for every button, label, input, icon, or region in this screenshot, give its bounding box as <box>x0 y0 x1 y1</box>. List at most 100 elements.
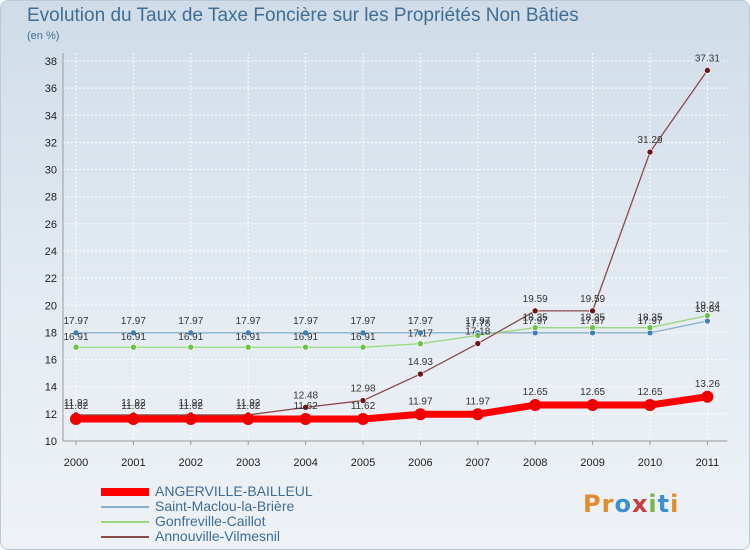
data-label-gonfreville-caillot: 16.91 <box>236 332 261 343</box>
y-axis-unit-label: (en %) <box>27 30 60 42</box>
series-line-gonfreville-caillot <box>76 314 708 348</box>
chart-title: Evolution du Taux de Taxe Foncière sur l… <box>27 5 579 26</box>
logo-letter: x <box>631 490 649 518</box>
data-label-gonfreville-caillot: 18.35 <box>523 313 548 324</box>
data-label-angerville-bailleul: 11.62 <box>121 401 146 412</box>
data-point-gonfreville-caillot <box>72 343 80 351</box>
data-point-angerville-bailleul <box>127 413 140 426</box>
x-tick-label: 2011 <box>696 457 720 469</box>
data-label-gonfreville-caillot: 16.91 <box>178 332 203 343</box>
legend-item-angerville-bailleul: ANGERVILLE-BAILLEUL <box>101 484 313 499</box>
data-point-saint-maclou-la-briere <box>302 329 309 337</box>
legend: ANGERVILLE-BAILLEUL Saint-Maclou-la-Briè… <box>101 484 313 544</box>
data-label-gonfreville-caillot: 16.91 <box>63 332 88 343</box>
data-point-saint-maclou-la-briere <box>704 317 711 325</box>
legend-label: Gonfreville-Caillot <box>155 513 266 529</box>
data-point-annouville-vilmesnil <box>589 307 596 315</box>
data-point-angerville-bailleul <box>184 413 197 426</box>
data-point-annouville-vilmesnil <box>302 404 309 411</box>
legend-label: ANGERVILLE-BAILLEUL <box>155 483 313 499</box>
data-label-gonfreville-caillot: 16.91 <box>293 332 318 343</box>
data-label-saint-maclou-la-briere: 17.97 <box>637 316 662 327</box>
legend-swatch-angerville-bailleul <box>101 487 149 496</box>
data-point-angerville-bailleul <box>529 399 542 412</box>
data-label-gonfreville-caillot: 17.17 <box>408 329 433 340</box>
data-label-angerville-bailleul: 13.26 <box>695 379 720 390</box>
data-label-angerville-bailleul: 11.62 <box>293 401 318 412</box>
data-point-angerville-bailleul <box>414 408 427 421</box>
data-label-annouville-vilmesnil: 19.59 <box>580 294 605 305</box>
legend-swatch-saint-maclou-la-briere <box>101 505 149 508</box>
data-point-angerville-bailleul <box>586 399 599 412</box>
data-point-gonfreville-caillot <box>417 340 424 347</box>
y-tick-label: 36 <box>45 83 57 95</box>
legend-swatch-gonfreville-caillot <box>101 520 149 523</box>
logo-letter: r <box>601 490 615 518</box>
data-point-gonfreville-caillot <box>359 343 367 351</box>
data-point-gonfreville-caillot <box>244 343 252 351</box>
data-point-saint-maclou-la-briere <box>72 329 80 337</box>
data-label-angerville-bailleul: 12.65 <box>523 387 548 398</box>
x-tick-label: 2001 <box>121 457 145 469</box>
data-point-saint-maclou-la-briere <box>359 329 367 337</box>
data-label-saint-maclou-la-briere: 17.97 <box>350 316 375 327</box>
y-tick-label: 26 <box>45 219 57 231</box>
data-label-annouville-vilmesnil: 11.92 <box>121 398 146 409</box>
data-label-gonfreville-caillot: 16.91 <box>121 332 146 343</box>
data-label-annouville-vilmesnil: 12.48 <box>293 390 318 401</box>
y-tick-label: 32 <box>45 137 57 149</box>
logo-letter: i <box>670 490 680 518</box>
y-tick-label: 10 <box>45 436 57 448</box>
y-tick-label: 34 <box>45 110 57 122</box>
data-label-gonfreville-caillot: 19.24 <box>695 301 720 312</box>
data-point-gonfreville-caillot <box>474 332 482 339</box>
data-label-saint-maclou-la-briere: 17.97 <box>465 316 490 327</box>
data-point-gonfreville-caillot <box>302 343 309 351</box>
legend-swatch-annouville-vilmesnil <box>101 535 149 538</box>
data-label-angerville-bailleul: 11.62 <box>236 401 261 412</box>
data-label-gonfreville-caillot: 18.35 <box>580 313 605 324</box>
data-point-angerville-bailleul <box>242 413 255 426</box>
logo-letter: o <box>614 490 632 518</box>
data-point-gonfreville-caillot <box>130 343 137 351</box>
y-tick-label: 16 <box>45 355 57 367</box>
data-label-annouville-vilmesnil: 17.18 <box>465 327 490 338</box>
data-label-gonfreville-caillot: 17.78 <box>465 318 490 329</box>
data-point-gonfreville-caillot <box>187 343 195 351</box>
x-tick-label: 2003 <box>236 457 260 469</box>
logo-letter: P <box>583 490 602 518</box>
data-label-angerville-bailleul: 12.65 <box>637 387 662 398</box>
x-tick-label: 2007 <box>466 457 490 469</box>
y-tick-label: 24 <box>45 246 57 258</box>
data-point-angerville-bailleul <box>70 413 82 426</box>
data-point-gonfreville-caillot <box>589 324 596 331</box>
data-label-annouville-vilmesnil: 19.59 <box>523 294 548 305</box>
data-point-angerville-bailleul <box>357 413 369 426</box>
data-point-angerville-bailleul <box>701 390 714 403</box>
x-tick-label: 2010 <box>638 457 662 469</box>
data-point-annouville-vilmesnil <box>531 307 539 315</box>
proxiti-logo: Proxiti <box>583 490 679 518</box>
y-tick-label: 28 <box>45 192 57 204</box>
data-label-annouville-vilmesnil: 14.93 <box>408 357 433 368</box>
data-label-saint-maclou-la-briere: 17.97 <box>580 316 605 327</box>
data-label-gonfreville-caillot: 18.35 <box>637 313 662 324</box>
legend-item-gonfreville-caillot: Gonfreville-Caillot <box>101 514 313 529</box>
legend-item-saint-maclou-la-briere: Saint-Maclou-la-Brière <box>101 499 313 514</box>
data-point-saint-maclou-la-briere <box>187 329 195 337</box>
y-tick-label: 30 <box>45 165 57 177</box>
data-point-gonfreville-caillot <box>531 324 539 331</box>
data-point-saint-maclou-la-briere <box>417 329 424 337</box>
data-label-annouville-vilmesnil: 11.92 <box>179 398 204 409</box>
x-tick-label: 2004 <box>293 457 317 469</box>
data-label-angerville-bailleul: 11.62 <box>179 401 204 412</box>
data-point-angerville-bailleul <box>299 413 312 426</box>
data-point-angerville-bailleul <box>471 408 484 421</box>
y-tick-label: 12 <box>45 409 57 421</box>
data-point-saint-maclou-la-briere <box>244 329 252 337</box>
logo-letter: t <box>657 490 671 518</box>
data-label-angerville-bailleul: 11.97 <box>466 396 491 407</box>
logo-letter: i <box>648 490 658 518</box>
data-label-angerville-bailleul: 11.62 <box>64 401 89 412</box>
